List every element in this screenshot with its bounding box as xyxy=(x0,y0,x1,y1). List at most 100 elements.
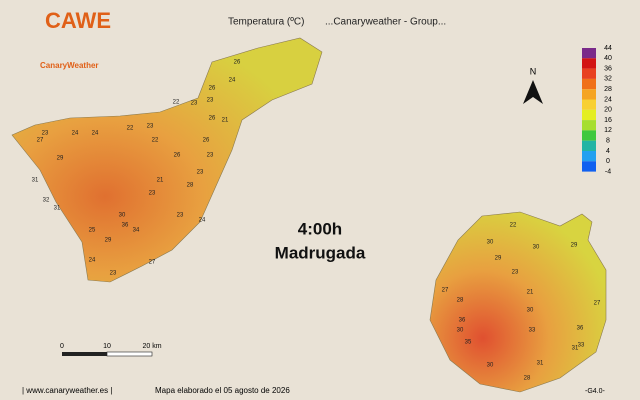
logo-text: CanaryWeather xyxy=(40,61,99,70)
station-temp: 26 xyxy=(174,153,181,159)
scale-label: 0 xyxy=(60,343,64,350)
station-temp: 22 xyxy=(173,100,180,106)
legend-tick: 24 xyxy=(604,96,612,103)
legend-tick: 0 xyxy=(606,158,610,165)
legend-swatch xyxy=(582,68,596,79)
scale-label: 10 xyxy=(103,343,111,350)
station-temp: 24 xyxy=(92,131,99,137)
legend-swatch xyxy=(582,120,596,131)
legend-swatch xyxy=(582,58,596,69)
station-temp: 28 xyxy=(457,298,464,304)
footer-site: | www.canaryweather.es | xyxy=(22,386,112,395)
station-temp: 27 xyxy=(442,288,449,294)
station-temp: 23 xyxy=(207,153,214,159)
north-arrow xyxy=(523,80,543,104)
station-temp: 31 xyxy=(54,206,61,212)
station-temp: 29 xyxy=(495,256,502,262)
station-temp: 27 xyxy=(37,138,44,144)
legend-tick: 20 xyxy=(604,107,612,114)
legend-tick: 32 xyxy=(604,76,612,83)
legend-tick: 4 xyxy=(606,148,610,155)
scale-bar xyxy=(62,351,153,357)
station-temp: 29 xyxy=(105,238,112,244)
station-temp: 33 xyxy=(529,328,536,334)
group: ...Canaryweather - Group... xyxy=(325,17,446,28)
station-temp: 29 xyxy=(571,243,578,249)
station-temp: 31 xyxy=(572,346,579,352)
legend-swatch xyxy=(582,78,596,90)
station-temp: 26 xyxy=(209,116,216,122)
legend-swatch xyxy=(582,151,596,162)
station-temp: 26 xyxy=(209,86,216,92)
station-temp: 22 xyxy=(127,126,134,132)
station-temp: 23 xyxy=(191,101,198,107)
station-temp: 22 xyxy=(510,223,517,229)
station-temp: 30 xyxy=(119,213,126,219)
station-temp: 36 xyxy=(459,318,466,324)
station-temp: 23 xyxy=(207,98,214,104)
period: Madrugada xyxy=(275,243,366,262)
station-temp: 24 xyxy=(199,218,206,224)
station-temp: 23 xyxy=(149,191,156,197)
footer-made: Mapa elaborado el 05 agosto de 2026 xyxy=(155,386,290,395)
legend-tick: 44 xyxy=(604,45,612,52)
station-temp: 23 xyxy=(177,213,184,219)
station-temp: 36 xyxy=(577,326,584,332)
station-temp: 30 xyxy=(533,245,540,251)
station-temp: 27 xyxy=(594,301,601,307)
gran-canaria xyxy=(429,211,607,393)
station-temp: 34 xyxy=(133,228,140,234)
tenerife xyxy=(11,37,323,283)
legend-swatch xyxy=(582,99,596,110)
station-temp: 31 xyxy=(32,178,39,184)
scale-label: 20 km xyxy=(142,343,161,350)
legend-swatch xyxy=(582,140,596,151)
legend-tick: 36 xyxy=(604,65,612,72)
station-temp: 21 xyxy=(222,118,229,124)
legend-tick: 16 xyxy=(604,117,612,124)
title: Temperatura (ºC) xyxy=(228,17,304,28)
legend-swatch xyxy=(582,161,596,172)
legend-swatch xyxy=(582,48,596,59)
station-temp: 33 xyxy=(578,343,585,349)
station-temp: 31 xyxy=(537,361,544,367)
legend-tick: 28 xyxy=(604,86,612,93)
legend-tick: 12 xyxy=(604,127,612,134)
station-temp: 21 xyxy=(157,178,164,184)
station-temp: 29 xyxy=(57,156,64,162)
station-temp: 23 xyxy=(197,170,204,176)
station-temp: 30 xyxy=(487,240,494,246)
station-temp: 35 xyxy=(465,340,472,346)
station-temp: 30 xyxy=(487,363,494,369)
station-temp: 23 xyxy=(42,131,49,137)
station-temp: 26 xyxy=(203,138,210,144)
station-temp: 28 xyxy=(187,183,194,189)
station-temp: 24 xyxy=(89,258,96,264)
legend-swatch xyxy=(582,89,596,100)
station-temp: 23 xyxy=(110,271,117,277)
station-temp: 32 xyxy=(43,198,50,204)
legend-tick: -4 xyxy=(605,168,611,175)
station-temp: 30 xyxy=(527,308,534,314)
station-temp: 26 xyxy=(234,60,241,66)
hour: 4:00h xyxy=(298,219,342,238)
station-temp: 25 xyxy=(89,228,96,234)
station-temp: 21 xyxy=(527,290,534,296)
station-temp: 36 xyxy=(122,223,129,229)
legend-tick: 40 xyxy=(604,55,612,62)
station-temp: 23 xyxy=(512,270,519,276)
legend-tick: 8 xyxy=(606,138,610,145)
legend-swatch xyxy=(582,130,596,141)
north-label: N xyxy=(530,66,537,76)
station-temp: 30 xyxy=(457,328,464,334)
station-temp: 22 xyxy=(152,138,159,144)
station-temp: 24 xyxy=(72,131,79,137)
stations: 26 24 23 22 23 26 26 21 26 23 23 26 28 23 24 22 23 22 24 24… xyxy=(32,60,601,382)
station-temp: 27 xyxy=(149,260,156,266)
station-temp: 24 xyxy=(229,78,236,84)
legend-swatch xyxy=(582,109,596,121)
station-temp: 23 xyxy=(147,124,154,130)
station-temp: 28 xyxy=(524,376,531,382)
logo: CAWE xyxy=(45,8,111,33)
